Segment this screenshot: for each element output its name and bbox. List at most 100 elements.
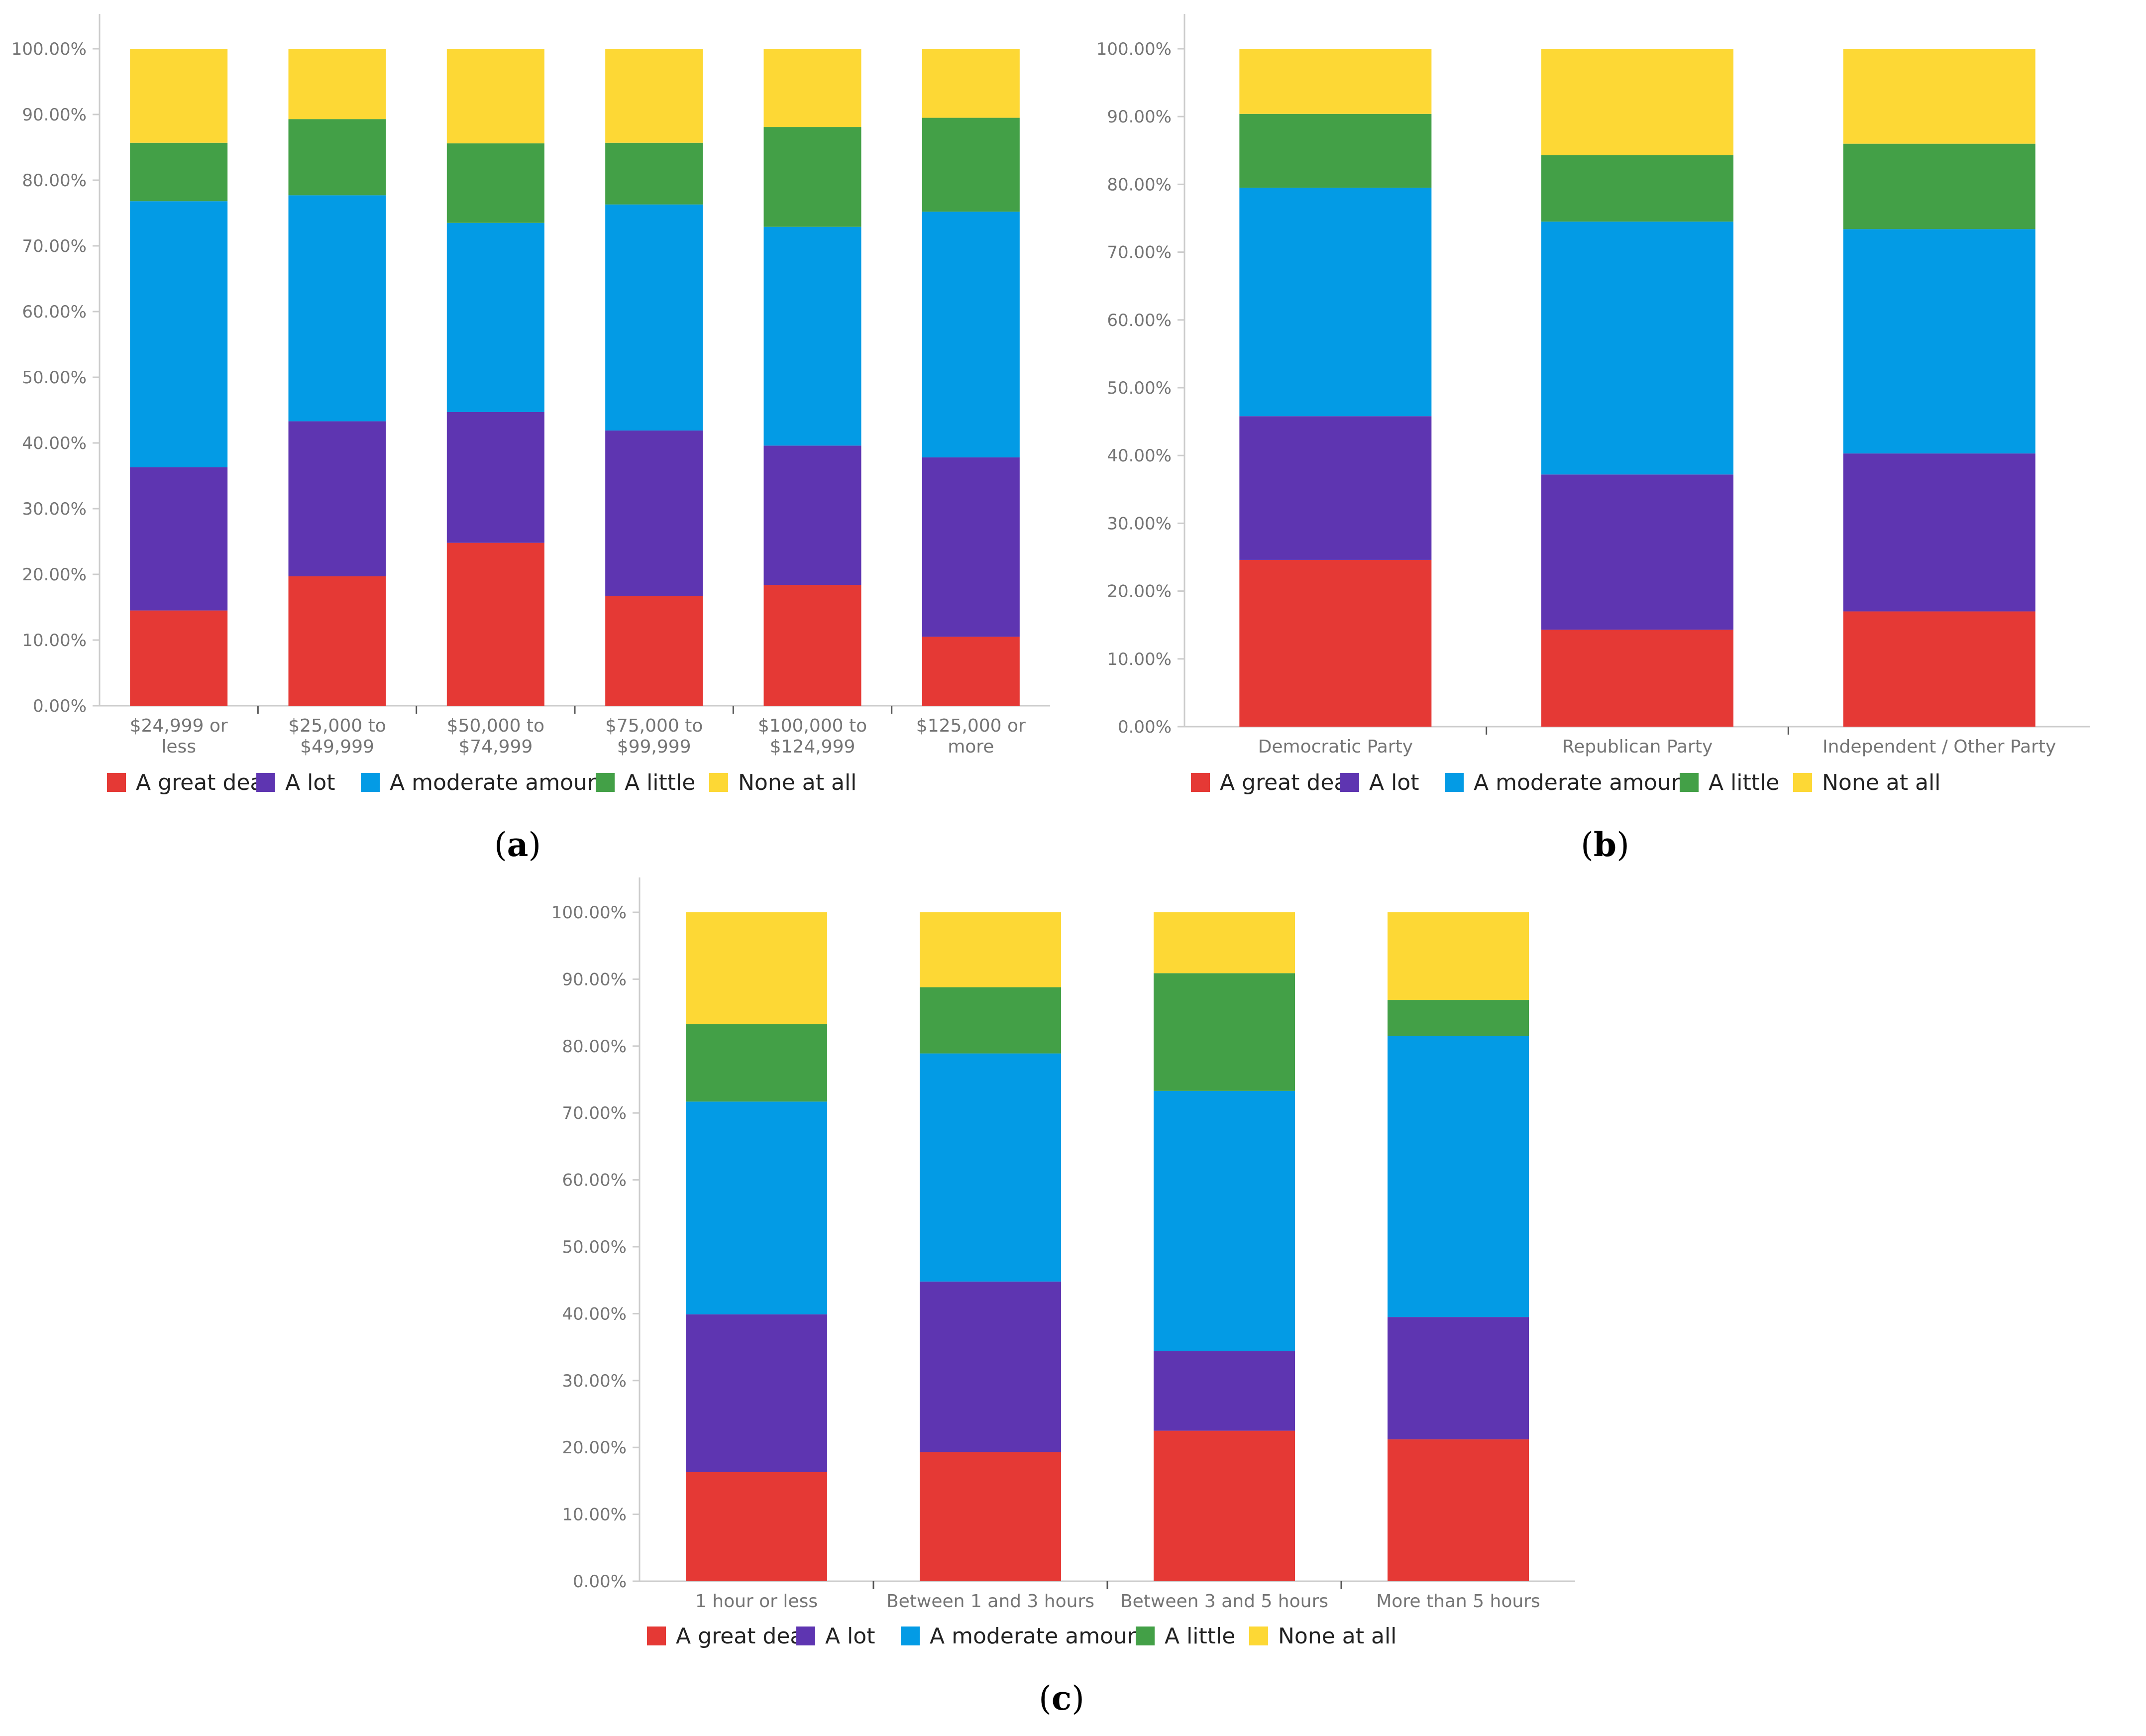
panel-a-bar-4-a-moderate-amount — [605, 204, 703, 431]
panel-a-legend-label-a-lot: A lot — [285, 770, 335, 795]
panel-a-x-tick-label: less — [161, 737, 196, 757]
panel-a-bar-1-a-great-deal — [130, 610, 228, 706]
panel-a-bar-1-none-at-all — [130, 49, 228, 143]
panel-a-x-tick-label: $49,999 — [300, 737, 374, 757]
panel-c-bar-2-none-at-all — [920, 912, 1061, 987]
panel-b-bar-1-a-great-deal — [1239, 559, 1432, 727]
panel-b-bar-1-a-little — [1239, 113, 1432, 188]
panel-a-x-tick-label: $100,000 to — [758, 716, 867, 736]
panel-b-y-tick-label: 20.00% — [1107, 582, 1172, 602]
panel-c-bar-2-a-little — [920, 987, 1061, 1054]
panel-b-legend-swatch-none-at-all — [1793, 773, 1812, 792]
panel-a-legend-label-a-great-deal: A great deal — [136, 770, 270, 795]
panel-c-bar-1-a-lot — [686, 1314, 827, 1472]
panel-b-bar-2-a-lot — [1541, 474, 1733, 630]
panel-a-x-tick-label: more — [948, 737, 994, 757]
panel-b-legend-label-a-little: A little — [1709, 770, 1779, 795]
panel-c-y-tick-label: 10.00% — [562, 1505, 627, 1525]
panel-c-y-tick-label: 50.00% — [562, 1237, 627, 1257]
panel-c-bar-4-a-moderate-amount — [1388, 1036, 1529, 1317]
panel-b-bar-2-a-moderate-amount — [1541, 221, 1733, 475]
panel-a-x-tick-label: $124,999 — [770, 737, 856, 757]
panel-c-bar-2-a-moderate-amount — [920, 1053, 1061, 1282]
panel-a-y-tick-label: 30.00% — [22, 499, 87, 519]
panel-c-bar-3-a-lot — [1154, 1351, 1295, 1431]
panel-a-bar-3-a-lot — [446, 412, 544, 543]
panel-a-bar-1-a-lot — [130, 467, 228, 611]
panel-b-y-tick-label: 80.00% — [1107, 175, 1172, 195]
panel-a-y-tick-label: 60.00% — [22, 302, 87, 322]
panel-a-bar-4-a-little — [605, 142, 703, 205]
panel-b-y-tick-label: 90.00% — [1107, 107, 1172, 127]
panel-b-bar-3-a-great-deal — [1843, 611, 2036, 727]
panel-a-bar-3-none-at-all — [446, 49, 544, 144]
panel-c-bar-3-none-at-all — [1154, 912, 1295, 974]
panel-c-y-tick-label: 80.00% — [562, 1037, 627, 1057]
panel-a-bar-2-a-lot — [288, 421, 386, 576]
panel-b-bar-1-a-moderate-amount — [1239, 188, 1432, 417]
panel-a-bar-1-a-moderate-amount — [130, 201, 228, 467]
panel-a-bar-3-a-moderate-amount — [446, 222, 544, 412]
panel-c-x-tick-label: More than 5 hours — [1376, 1591, 1540, 1612]
panel-c-bar-4-a-great-deal — [1388, 1439, 1529, 1581]
panel-c-y-tick-label: 30.00% — [562, 1371, 627, 1391]
panel-c-bar-3-a-moderate-amount — [1154, 1090, 1295, 1351]
panel-a-bar-4-none-at-all — [605, 49, 703, 143]
panel-c-bar-3-a-little — [1154, 973, 1295, 1091]
panel-c-y-tick-label: 70.00% — [562, 1103, 627, 1123]
panel-c-legend-swatch-a-little — [1136, 1627, 1155, 1645]
panel-a-legend-label-none-at-all: None at all — [738, 770, 857, 795]
panel-c-legend-label-a-moderate-amount: A moderate amount — [930, 1624, 1150, 1649]
panel-b-legend-label-a-great-deal: A great deal — [1220, 770, 1354, 795]
panel-b-bar-1-none-at-all — [1239, 49, 1432, 114]
panel-c-bar-3-a-great-deal — [1154, 1430, 1295, 1581]
panel-b-y-tick-label: 10.00% — [1107, 650, 1172, 669]
panel-a-y-tick-label: 50.00% — [22, 368, 87, 388]
panel-c-y-tick-label: 100.00% — [551, 903, 627, 923]
panel-a-bar-2-a-moderate-amount — [288, 195, 386, 422]
panel-a-legend-label-a-moderate-amount: A moderate amount — [390, 770, 610, 795]
panel-b-y-tick-label: 50.00% — [1107, 378, 1172, 398]
panel-a-bar-2-a-little — [288, 119, 386, 196]
panel-a-bar-5-a-lot — [763, 445, 861, 585]
panel-b-legend-swatch-a-great-deal — [1191, 773, 1210, 792]
panel-b-bar-2-a-great-deal — [1541, 630, 1733, 727]
panel-b-bar-2-a-little — [1541, 155, 1733, 222]
panel-c-y-tick-label: 40.00% — [562, 1304, 627, 1324]
panel-b-x-tick-label: Republican Party — [1562, 737, 1713, 757]
panel-a-bar-3-a-great-deal — [446, 542, 544, 706]
panel-a-x-tick-label: $99,999 — [617, 737, 691, 757]
panel-c-legend-label-a-little: A little — [1165, 1624, 1235, 1649]
panel-a-label: (a) — [494, 825, 541, 864]
panel-b-legend-swatch-a-moderate-amount — [1445, 773, 1464, 792]
panel-c-legend-swatch-a-moderate-amount — [901, 1627, 920, 1645]
panel-a-y-tick-label: 100.00% — [11, 39, 87, 59]
panel-c-bar-2-a-great-deal — [920, 1452, 1061, 1581]
panel-a-legend-swatch-a-moderate-amount — [361, 773, 380, 792]
panel-a-bar-5-a-moderate-amount — [763, 226, 861, 446]
panel-a-legend-swatch-a-little — [596, 773, 615, 792]
panel-a-y-tick-label: 80.00% — [22, 171, 87, 191]
panel-a-bar-2-a-great-deal — [288, 576, 386, 706]
panel-b-bar-3-a-moderate-amount — [1843, 229, 2036, 454]
panel-c-y-tick-label: 90.00% — [562, 970, 627, 989]
panel-b-bar-2-none-at-all — [1541, 49, 1733, 155]
panel-b-y-tick-label: 40.00% — [1107, 446, 1172, 466]
panel-c-legend-label-a-lot: A lot — [825, 1624, 875, 1649]
panel-a-bar-6-none-at-all — [922, 49, 1020, 118]
panel-b-legend-label-none-at-all: None at all — [1822, 770, 1940, 795]
panel-b-y-tick-label: 30.00% — [1107, 514, 1172, 534]
panel-b-bar-3-none-at-all — [1843, 49, 2036, 144]
panel-a-bar-6-a-little — [922, 117, 1020, 212]
panel-c-bar-1-none-at-all — [686, 912, 827, 1024]
panel-c-y-tick-label: 20.00% — [562, 1438, 627, 1458]
panel-a-bar-1-a-little — [130, 142, 228, 202]
panel-a-legend-swatch-a-great-deal — [107, 773, 126, 792]
panel-a-bar-5-a-little — [763, 127, 861, 227]
panel-c-y-tick-label: 60.00% — [562, 1171, 627, 1191]
panel-a-bar-5-a-great-deal — [763, 585, 861, 706]
panel-a-x-tick-label: $24,999 or — [130, 716, 228, 736]
panel-a-bar-4-a-lot — [605, 430, 703, 596]
